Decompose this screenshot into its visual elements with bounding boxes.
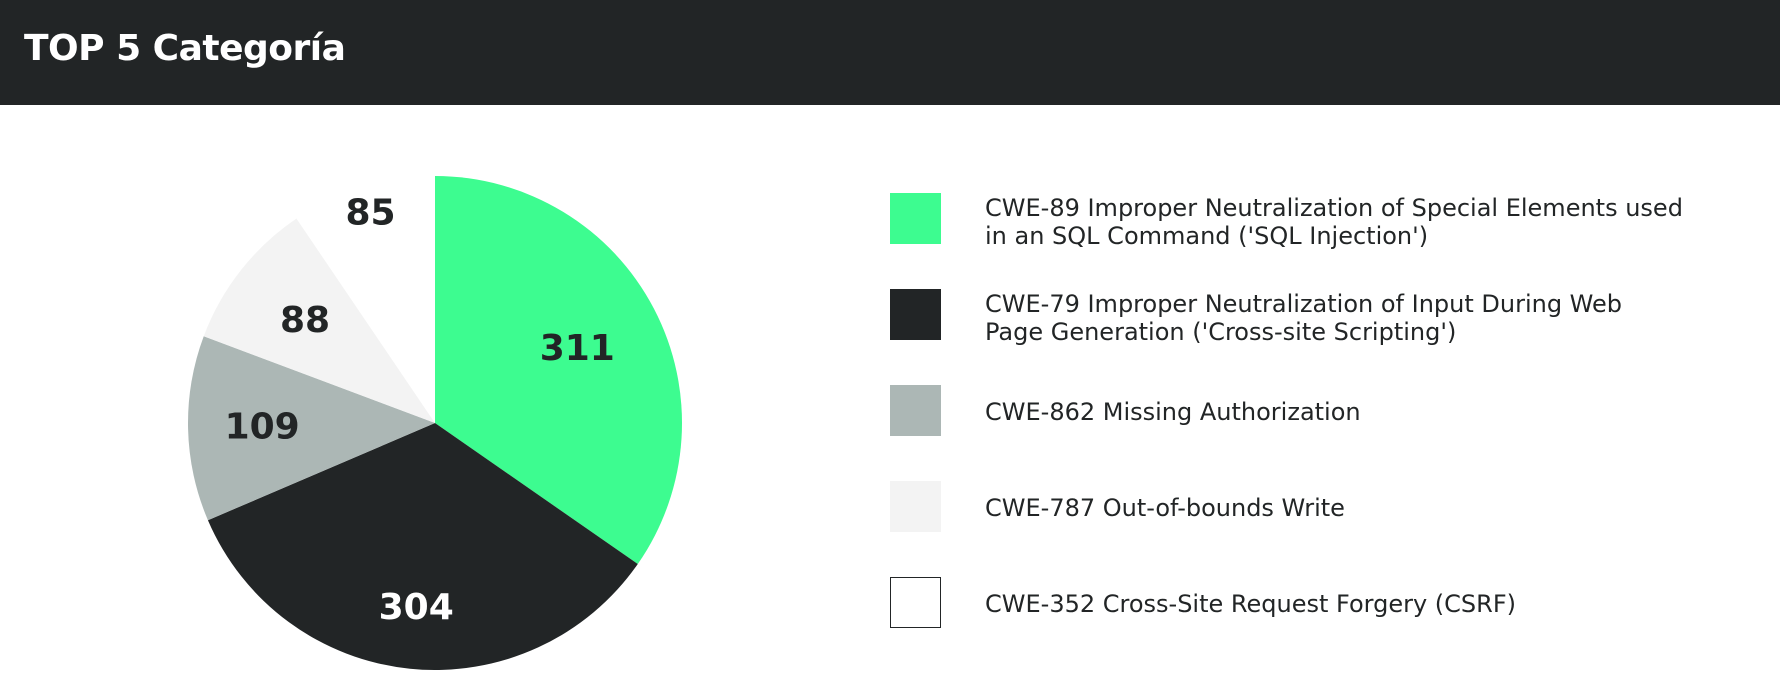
pie-slice-4 — [296, 176, 435, 423]
slice-value-label-1: 304 — [379, 587, 454, 628]
legend-item-1: CWE-79 Improper Neutralization of Input … — [890, 286, 1710, 382]
legend-label-4: CWE-352 Cross-Site Request Forgery (CSRF… — [985, 590, 1516, 618]
slice-value-label-4: 85 — [345, 192, 395, 233]
legend-item-4: CWE-352 Cross-Site Request Forgery (CSRF… — [890, 574, 1710, 670]
pie-slice-1 — [207, 423, 638, 670]
legend-label-1: CWE-79 Improper Neutralization of Input … — [985, 290, 1623, 346]
legend-item-3: CWE-787 Out-of-bounds Write — [890, 478, 1710, 574]
legend-swatch-0 — [890, 193, 941, 244]
pie-slice-0 — [435, 176, 683, 565]
slice-value-label-0: 311 — [540, 328, 615, 369]
legend-swatch-3 — [890, 481, 941, 532]
pie-chart: 311 304 109 88 85 — [188, 176, 683, 670]
slice-value-label-3: 88 — [280, 300, 330, 341]
legend-swatch-1 — [890, 289, 941, 340]
pie-slice-2 — [188, 336, 435, 521]
legend-label-0: CWE-89 Improper Neutralization of Specia… — [985, 194, 1683, 250]
legend-label-2: CWE-862 Missing Authorization — [985, 398, 1361, 426]
slice-value-label-2: 109 — [225, 406, 300, 447]
pie-chart-area: 311 304 109 88 85 — [150, 150, 710, 680]
legend-label-3: CWE-787 Out-of-bounds Write — [985, 494, 1345, 522]
page-title: TOP 5 Categoría — [24, 28, 346, 69]
legend-item-0: CWE-89 Improper Neutralization of Specia… — [890, 190, 1710, 286]
header-bar: TOP 5 Categoría — [0, 0, 1780, 105]
legend-swatch-2 — [890, 385, 941, 436]
chart-legend: CWE-89 Improper Neutralization of Specia… — [890, 190, 1710, 670]
pie-slice-3 — [203, 218, 435, 423]
legend-item-2: CWE-862 Missing Authorization — [890, 382, 1710, 478]
legend-swatch-4 — [890, 577, 941, 628]
